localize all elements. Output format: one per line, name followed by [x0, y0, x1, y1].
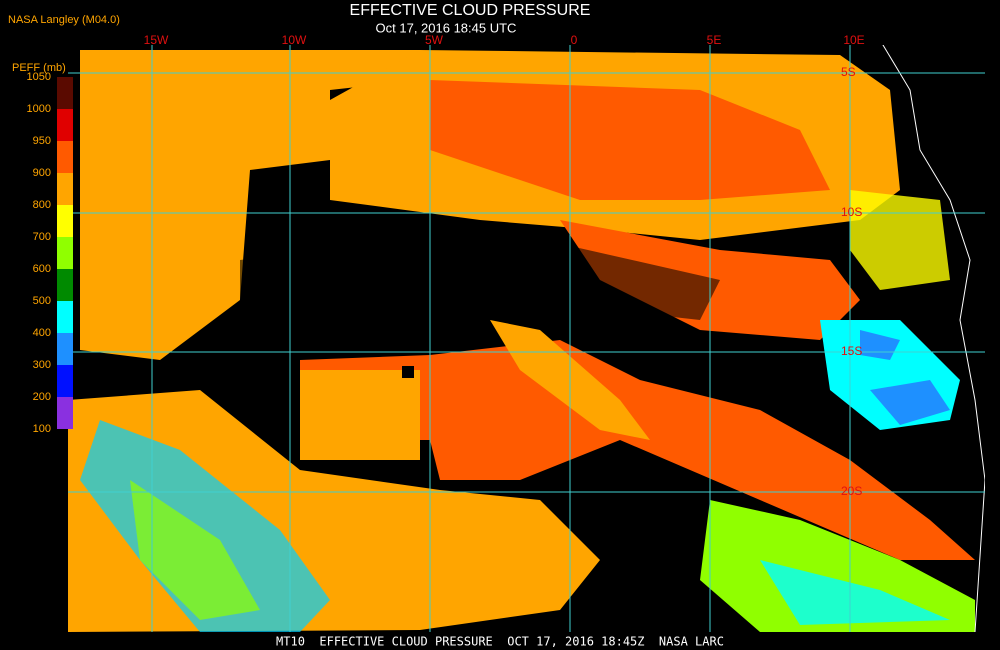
colorbar-tick-label: 800: [33, 199, 51, 211]
colorbar-segment: [57, 205, 73, 237]
colorbar-segment: [57, 269, 73, 301]
colorbar-segment: [57, 77, 73, 109]
longitude-label: 5E: [707, 33, 722, 47]
colorbar-tick-label: 1050: [27, 71, 51, 83]
colorbar-segment: [57, 237, 73, 269]
longitude-label: 10W: [282, 33, 307, 47]
latitude-label: 15S: [841, 344, 862, 358]
colorbar-segment: [57, 109, 73, 141]
latitude-label: 20S: [841, 484, 862, 498]
colorbar-tick-label: 300: [33, 359, 51, 371]
agency-label: NASA Langley (M04.0): [8, 14, 120, 26]
longitude-label: 0: [571, 33, 578, 47]
colorbar-tick-label: 100: [33, 423, 51, 435]
colorbar-segment: [57, 333, 73, 365]
latitude-label: 5S: [841, 65, 856, 79]
longitude-label: 10E: [843, 33, 864, 47]
footer: MT10 EFFECTIVE CLOUD PRESSURE OCT 17, 20…: [276, 635, 724, 649]
title: EFFECTIVE CLOUD PRESSURE: [350, 2, 591, 19]
colorbar-segment: [57, 173, 73, 205]
longitude-label: 15W: [144, 33, 169, 47]
colorbar-tick-label: 1000: [27, 103, 51, 115]
longitude-label: 5W: [425, 33, 444, 47]
latitude-label: 10S: [841, 205, 862, 219]
cloud-imagery: [68, 45, 985, 632]
colorbar-segment: [57, 365, 73, 397]
colorbar-tick-label: 900: [33, 167, 51, 179]
colorbar-tick-label: 400: [33, 327, 51, 339]
colorbar-label: PEFF (mb): [12, 62, 66, 74]
colorbar-segment: [57, 301, 73, 333]
colorbar-tick-label: 500: [33, 295, 51, 307]
timestamp: Oct 17, 2016 18:45 UTC: [376, 20, 517, 35]
colorbar-tick-label: 600: [33, 263, 51, 275]
colorbar-tick-label: 200: [33, 391, 51, 403]
colorbar-segment: [57, 141, 73, 173]
colorbar-tick-label: 950: [33, 135, 51, 147]
colorbar-segment: [57, 397, 73, 429]
colorbar-tick-label: 700: [33, 231, 51, 243]
graticule: [68, 45, 985, 632]
